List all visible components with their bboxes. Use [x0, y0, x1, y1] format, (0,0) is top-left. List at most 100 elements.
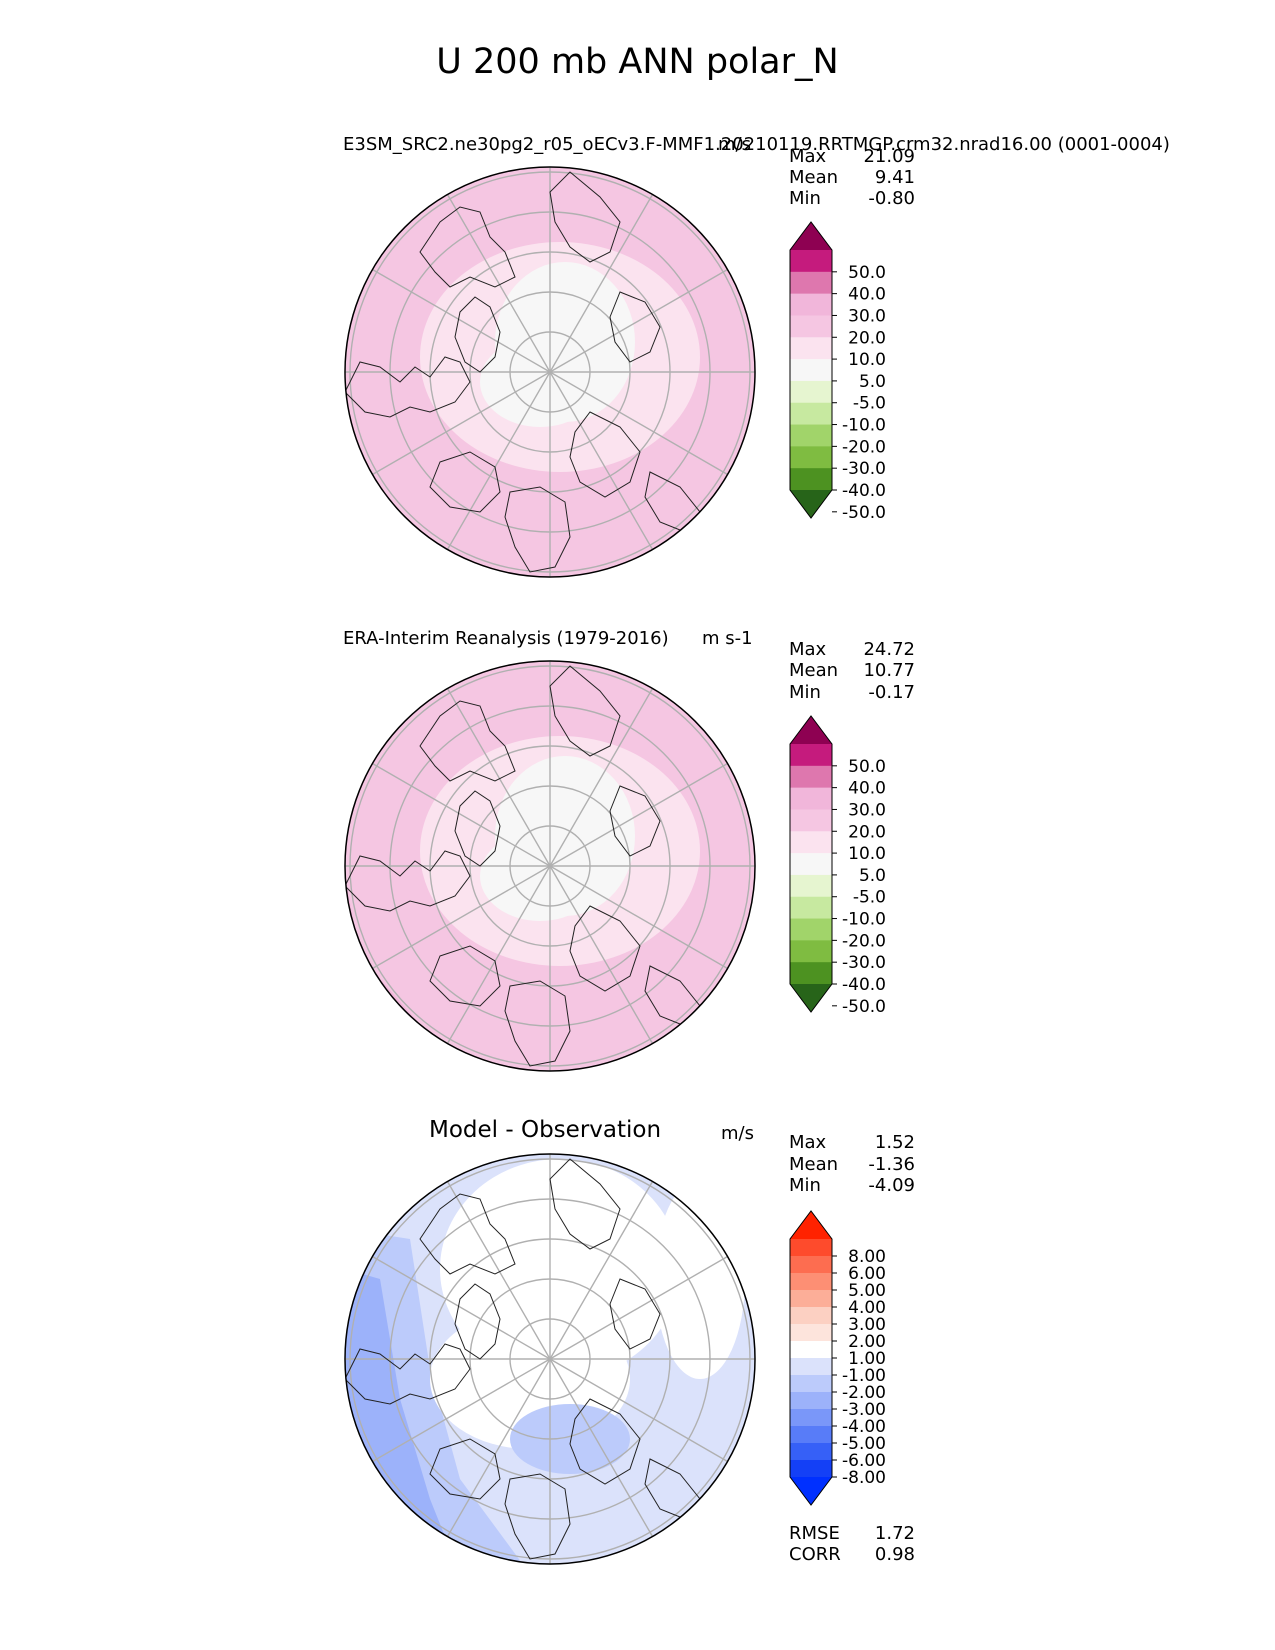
colorbar-segment [790, 962, 832, 985]
colorbar-segment [790, 1392, 832, 1410]
panel-1-mean-value: 9.41 [874, 167, 915, 188]
colorbar-tick-label: -20.0 [842, 931, 886, 951]
polar-map-1 [344, 166, 756, 578]
panel-2-mean-label: Mean [789, 660, 839, 681]
coastline [504, 980, 571, 1067]
colorbar-segment [790, 1341, 832, 1359]
colorbar-tick-label: -8.00 [842, 1468, 886, 1488]
panel-2-title: ERA-Interim Reanalysis (1979-2016) [343, 628, 669, 649]
meridian-line [372, 371, 551, 476]
coastline [429, 1438, 501, 1500]
colorbar-segment [790, 293, 832, 316]
colorbar-segment [790, 1256, 832, 1274]
meridian-line [549, 1181, 654, 1360]
colorbar-segment [790, 831, 832, 854]
panel-3-min-label: Min [789, 1175, 821, 1196]
colorbar-2: 50.040.030.020.010.05.0-5.0-10.0-20.0-30… [789, 715, 886, 1017]
colorbar-segment [790, 424, 832, 447]
colorbar-tick-label: 20.0 [848, 822, 886, 842]
colorbar-segment [790, 1307, 832, 1325]
figure-title: U 200 mb ANN polar_N [436, 42, 839, 82]
coastline [549, 171, 621, 263]
meridian-line [549, 762, 728, 867]
colorbar-segment [790, 315, 832, 338]
colorbar-tick-label: -10.0 [842, 416, 886, 436]
colorbar-segment [790, 337, 832, 360]
colorbar-segment [790, 1375, 832, 1393]
colorbar-tick-label: 8.00 [848, 1247, 886, 1267]
coastline [429, 945, 501, 1007]
colorbar-tick-label: 4.00 [848, 1298, 886, 1318]
coastline [454, 790, 501, 867]
coastline [549, 1158, 621, 1250]
polar-map-3 [344, 1153, 756, 1565]
coastline [419, 700, 516, 782]
panel-3-min-value: -4.09 [868, 1175, 915, 1196]
colorbar-extend-top [790, 716, 832, 744]
colorbar-tick-label: -5.0 [853, 394, 886, 414]
coastline [609, 1278, 661, 1350]
colorbar-segment [790, 1460, 832, 1478]
colorbar-extend-bottom [790, 984, 832, 1012]
panel-1-max-value: 21.09 [863, 146, 915, 167]
meridian-line [372, 1358, 551, 1463]
colorbar-3: 8.006.005.004.003.002.001.00-1.00-2.00-3… [789, 1210, 886, 1506]
colorbar-tick-label: -6.00 [842, 1451, 886, 1471]
meridian-line [372, 1255, 551, 1360]
panel-2-min-value: -0.17 [868, 682, 915, 703]
meridian-line [549, 268, 728, 373]
colorbar-segment [790, 1239, 832, 1257]
coastline [419, 1193, 516, 1275]
coastline [569, 905, 641, 992]
colorbar-tick-label: -1.00 [842, 1366, 886, 1386]
colorbar-segment [790, 1443, 832, 1461]
meridian-line [549, 1358, 728, 1463]
meridian-line [446, 865, 551, 1044]
colorbar-segment [790, 250, 832, 273]
panel-3-rmse-value: 1.72 [874, 1523, 915, 1544]
coastline [504, 486, 571, 573]
colorbar-tick-label: 20.0 [848, 328, 886, 348]
panel-1-min-value: -0.80 [868, 188, 915, 209]
colorbar-segment [790, 765, 832, 789]
meridian-line [446, 1358, 551, 1537]
colorbar-tick-label: 30.0 [848, 800, 886, 820]
meridian-line [549, 371, 728, 476]
colorbar-segment [790, 402, 832, 426]
meridian-line [549, 371, 654, 550]
colorbar-tick-label: -30.0 [842, 459, 886, 479]
colorbar-tick-label: 6.00 [848, 1264, 886, 1284]
meridian-line [446, 194, 551, 373]
panel-2-mean-value: 10.77 [863, 660, 915, 681]
panel-3-mean-value: -1.36 [868, 1154, 915, 1175]
meridian-line [549, 1358, 654, 1537]
coastline [609, 291, 661, 363]
colorbar-tick-label: 50.0 [848, 263, 886, 283]
polar-map-2 [344, 660, 756, 1072]
colorbar-tick-label: 50.0 [848, 757, 886, 777]
coastline [454, 1283, 501, 1360]
colorbar-tick-label: -20.0 [842, 437, 886, 457]
colorbar-segment [790, 271, 832, 295]
colorbar-tick-label: 3.00 [848, 1315, 886, 1335]
coastline [454, 296, 501, 373]
colorbar-tick-label: -10.0 [842, 910, 886, 930]
colorbar-extend-bottom [790, 490, 832, 518]
colorbar-tick-label: -4.00 [842, 1417, 886, 1437]
colorbar-segment [790, 1324, 832, 1342]
colorbar-tick-label: -50.0 [842, 503, 886, 523]
meridian-line [549, 194, 654, 373]
panel-1-title: E3SM_SRC2.ne30pg2_r05_oECv3.F-MMF1.20210… [343, 134, 1170, 155]
colorbar-tick-label: 10.0 [848, 350, 886, 370]
meridian-line [446, 371, 551, 550]
colorbar-segment [790, 1358, 832, 1376]
coastline [345, 356, 471, 418]
map-border [344, 1153, 756, 1565]
colorbar-tick-label: 1.00 [848, 1349, 886, 1369]
panel-3-max-value: 1.52 [874, 1132, 915, 1153]
colorbar-segment [790, 787, 832, 810]
coastline [345, 1343, 471, 1405]
meridian-line [446, 1181, 551, 1360]
colorbar-segment [790, 1290, 832, 1308]
coastline [419, 206, 516, 288]
